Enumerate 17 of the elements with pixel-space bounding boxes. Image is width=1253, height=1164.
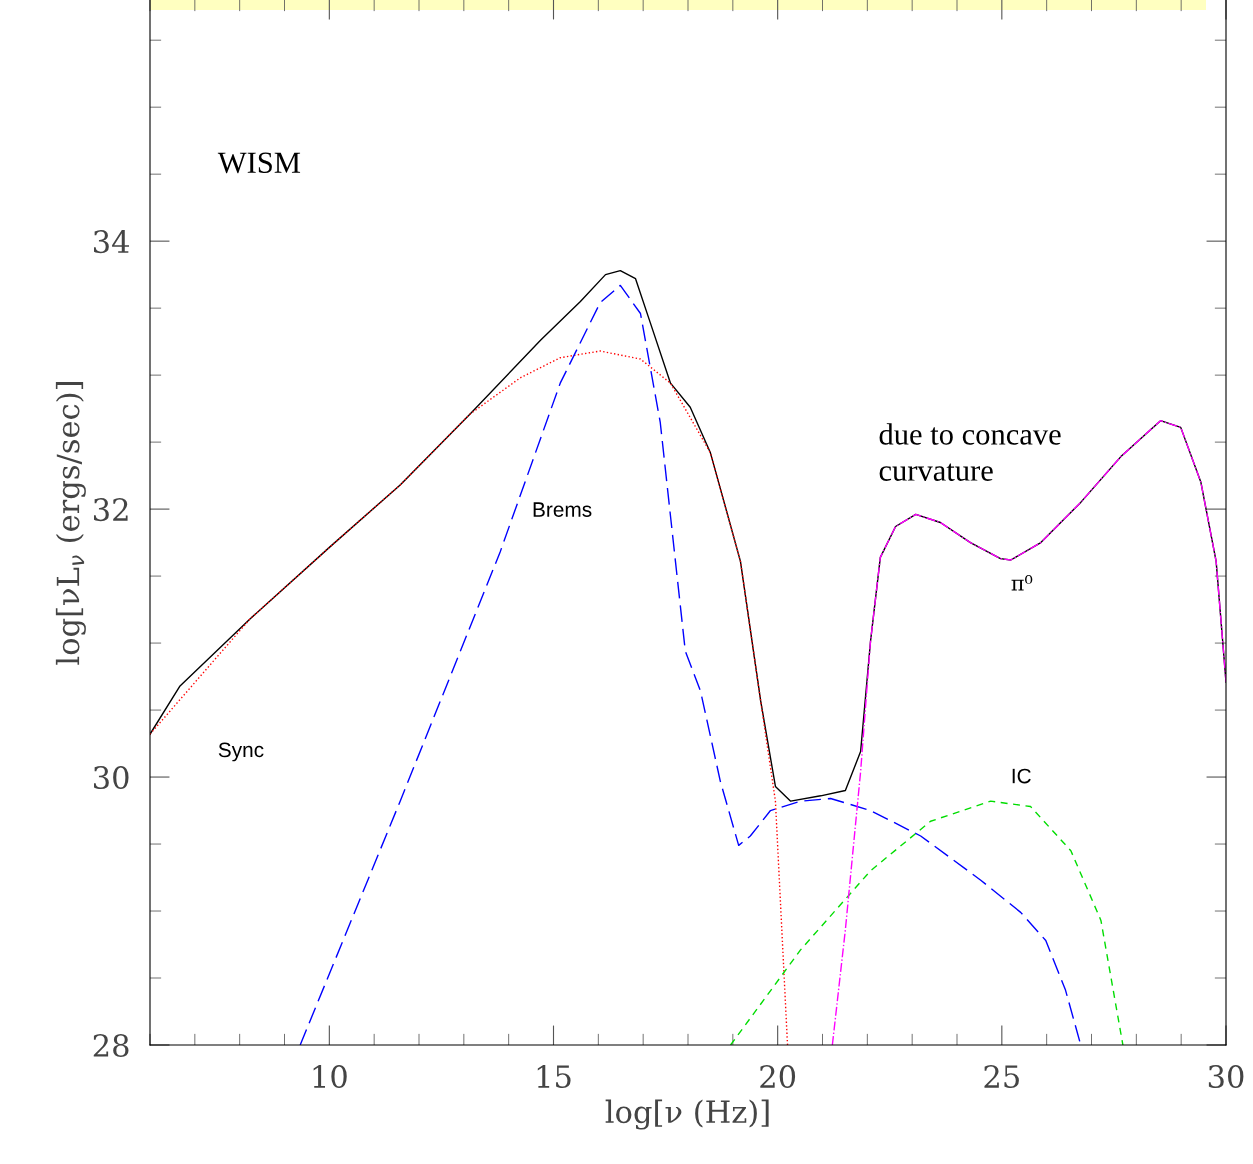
- x-tick-label: 20: [760, 1064, 796, 1089]
- y-tick-label: 34: [94, 230, 130, 254]
- annotation: π⁰: [1011, 575, 1033, 591]
- annotation: WISM: [217, 152, 301, 174]
- x-tick-label: 30: [1208, 1064, 1244, 1089]
- annotation: Brems: [533, 502, 592, 517]
- x-axis-title: log[ν (Hz)]: [605, 1099, 769, 1130]
- annotation: IC: [1012, 768, 1031, 784]
- y-tick-label: 32: [94, 498, 128, 522]
- y-tick-label: 30: [94, 765, 129, 790]
- y-tick-label: 28: [93, 1033, 129, 1058]
- x-tick-label: 15: [537, 1064, 571, 1089]
- annotation: Sync: [218, 742, 264, 762]
- x-tick-label: 10: [313, 1064, 347, 1089]
- annotation: due to concave curvature: [879, 423, 1061, 481]
- x-tick-label: 25: [984, 1064, 1019, 1089]
- y-axis-title: log[νL$_{ν}$ (ergs/sec)]: [55, 382, 86, 665]
